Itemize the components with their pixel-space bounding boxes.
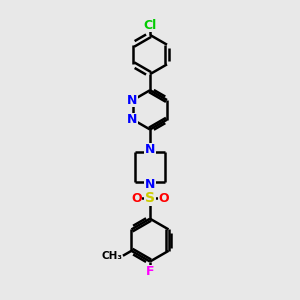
- Text: O: O: [131, 192, 142, 205]
- Text: O: O: [158, 192, 169, 205]
- Text: N: N: [145, 178, 155, 191]
- Text: N: N: [145, 143, 155, 157]
- Text: Cl: Cl: [143, 19, 157, 32]
- Text: CH₃: CH₃: [101, 251, 122, 261]
- Text: S: S: [145, 191, 155, 205]
- Text: N: N: [127, 113, 137, 126]
- Text: N: N: [127, 94, 137, 106]
- Text: F: F: [146, 266, 154, 278]
